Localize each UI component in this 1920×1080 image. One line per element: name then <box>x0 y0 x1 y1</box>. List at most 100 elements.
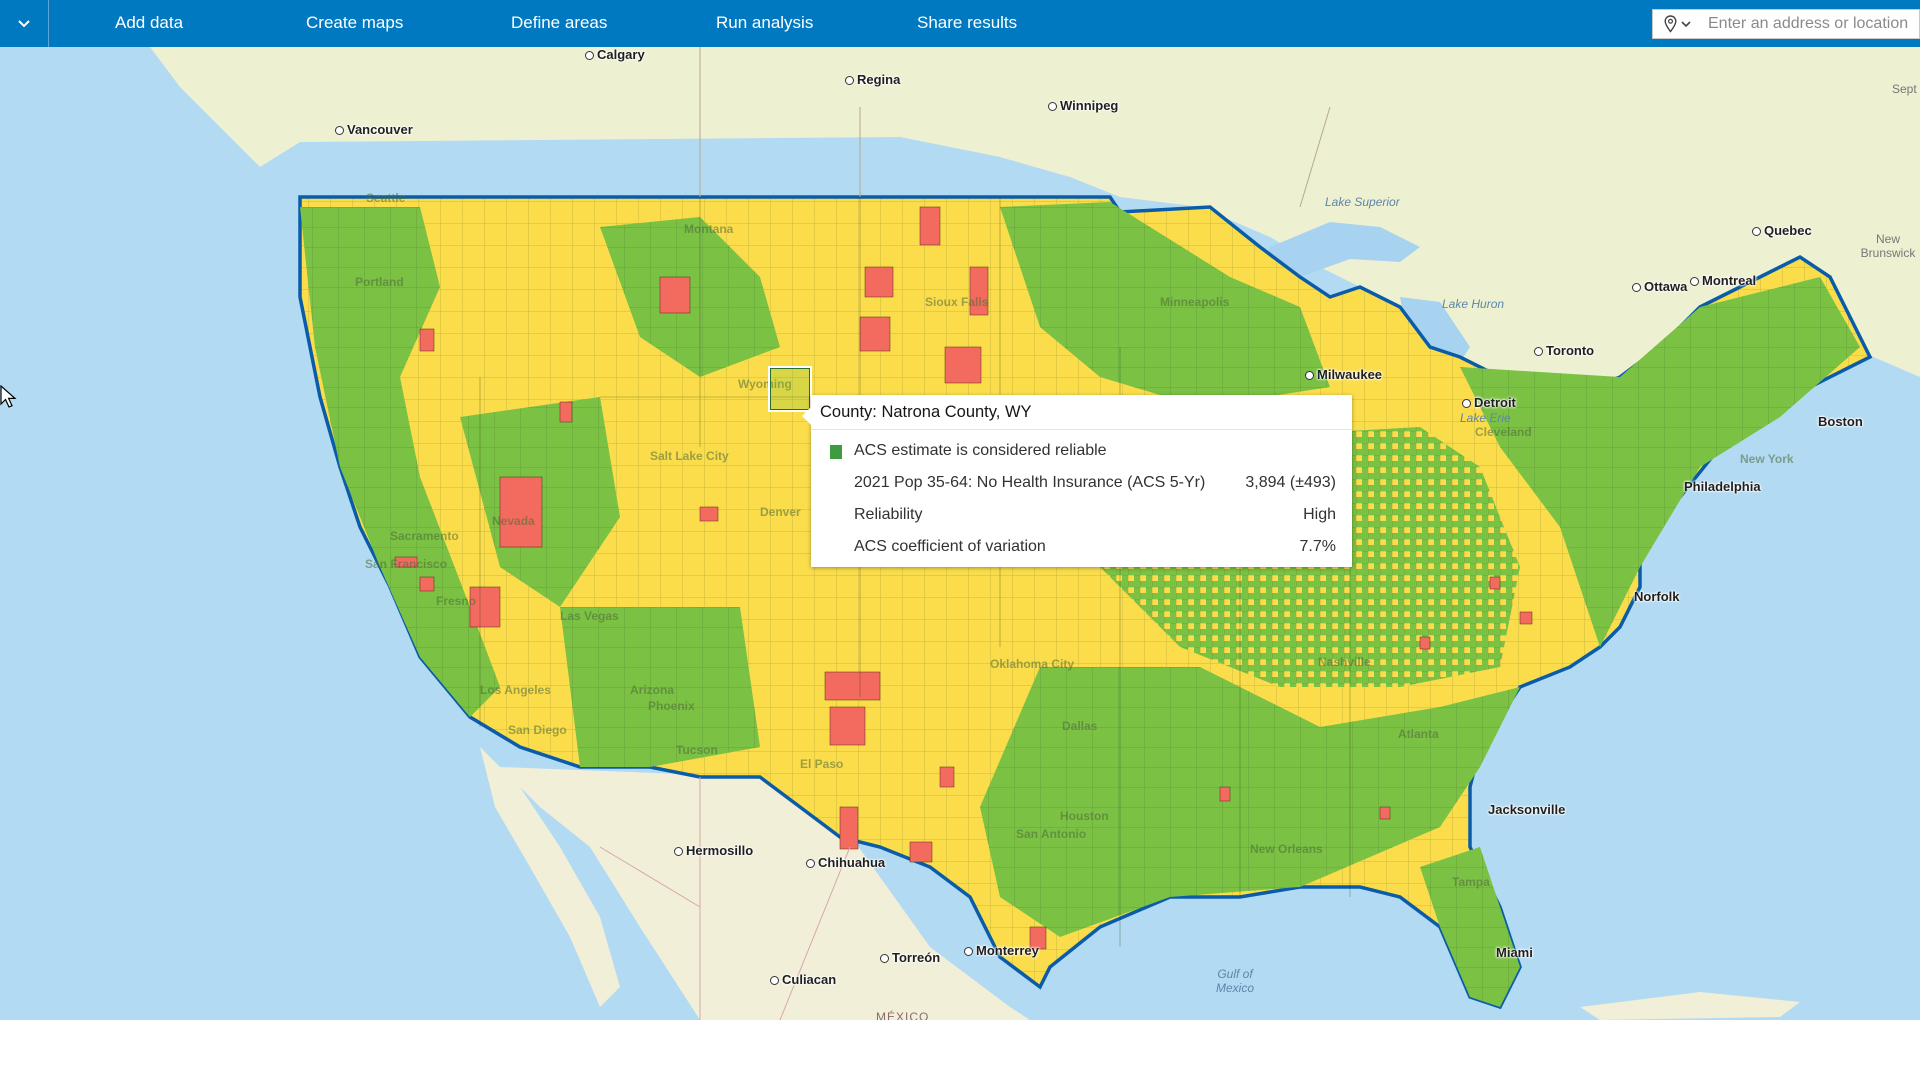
city-label: Montreal <box>1690 273 1756 288</box>
chevron-down-icon <box>18 19 30 27</box>
popup-field-row: 2021 Pop 35-64: No Health Insurance (ACS… <box>811 474 1352 498</box>
city-label: Fresno <box>436 594 477 608</box>
city-label: New York <box>1740 452 1794 466</box>
city-label: Culiacan <box>770 972 836 987</box>
popup-legend-label: ACS estimate is considered reliable <box>854 442 1107 459</box>
city-label: Seattle <box>366 191 406 205</box>
popup-title: County: Natrona County, WY <box>820 403 1032 421</box>
nav-share-results[interactable]: Share results <box>917 13 1018 32</box>
city-label: San Antonio <box>1016 827 1087 841</box>
region-label: Sept <box>1892 82 1917 96</box>
legend-swatch <box>830 445 842 459</box>
region-label: MÉXICO <box>876 1010 930 1020</box>
popup-field-row: ACS coefficient of variation 7.7% <box>811 538 1352 562</box>
top-toolbar: Add data Create maps Define areas Run an… <box>0 0 1920 47</box>
city-label: Vancouver <box>335 122 413 137</box>
city-label: Tucson <box>676 743 718 757</box>
city-label: Las Vegas <box>560 609 619 623</box>
city-label: Philadelphia <box>1684 479 1761 494</box>
popup-pointer <box>802 407 811 425</box>
city-label: Phoenix <box>648 699 695 713</box>
popup-divider <box>811 429 1352 430</box>
region-label: Nevada <box>492 514 535 528</box>
map-pin-icon <box>1663 15 1677 33</box>
cuba-land <box>1580 992 1800 1020</box>
city-label: Nashville <box>1318 655 1371 669</box>
canada-province-lines <box>699 47 1331 208</box>
city-label: Winnipeg <box>1048 98 1118 113</box>
region-label: Arizona <box>630 683 675 697</box>
city-label: Toronto <box>1534 343 1594 358</box>
popup-field-label: ACS coefficient of variation <box>854 538 1046 555</box>
lake-superior <box>1265 222 1420 277</box>
city-label: Jacksonville <box>1488 802 1566 817</box>
search-source-dropdown[interactable] <box>1653 10 1701 38</box>
upper-plains-green <box>1000 202 1330 407</box>
florida-green <box>1420 847 1520 1007</box>
mexico-land <box>500 767 1030 1020</box>
city-label: Ottawa <box>1632 279 1687 294</box>
chevron-down-icon <box>1680 20 1691 27</box>
region-label: Wyoming <box>738 377 792 391</box>
nav-create-maps[interactable]: Create maps <box>306 13 404 32</box>
city-label: Milwaukee <box>1305 367 1382 382</box>
feature-popup: County: Natrona County, WY ACS estimate … <box>802 395 1352 567</box>
city-label: Sacramento <box>390 529 459 543</box>
location-search <box>1652 9 1920 39</box>
east-green <box>1460 277 1860 647</box>
canada-land <box>150 47 1920 387</box>
city-label: Tampa <box>1452 875 1490 889</box>
water-label: Lake Erie <box>1460 411 1511 425</box>
popup-field-label: 2021 Pop 35-64: No Health Insurance (ACS… <box>854 474 1206 491</box>
selected-county-highlight <box>768 366 812 412</box>
city-label: Quebec <box>1752 223 1812 238</box>
city-label: Los Angeles <box>480 683 551 697</box>
city-label: Detroit <box>1462 395 1516 410</box>
menu-toggle-button[interactable] <box>0 0 49 47</box>
south-green <box>980 667 1520 937</box>
water-label: Lake Huron <box>1442 297 1505 311</box>
nav-define-areas[interactable]: Define areas <box>511 13 608 32</box>
nav-add-data[interactable]: Add data <box>115 13 184 32</box>
city-label: Salt Lake City <box>650 449 729 463</box>
city-label: Portland <box>355 275 404 289</box>
southwest-green <box>560 607 760 767</box>
popup-field-value: 3,894 (±493) <box>1245 474 1336 491</box>
popup-field-label: Reliability <box>854 506 923 523</box>
city-label: Cleveland <box>1475 425 1532 439</box>
city-label: Regina <box>845 72 900 87</box>
search-input[interactable] <box>1708 13 1920 35</box>
city-label: Monterrey <box>964 943 1039 958</box>
city-label: Hermosillo <box>674 843 753 858</box>
city-label: Minneapolis <box>1160 295 1230 309</box>
mexico-state-lines <box>599 777 851 1020</box>
red-counties <box>394 206 1533 950</box>
popup-field-value: 7.7% <box>1299 538 1336 555</box>
city-label: San Francisco <box>365 557 448 571</box>
region-label: Sioux Falls <box>925 295 989 309</box>
city-label: El Paso <box>800 757 844 771</box>
city-label: New Orleans <box>1250 842 1323 856</box>
city-label: Torreón <box>880 950 940 965</box>
city-label: Miami <box>1496 945 1533 960</box>
popup-field-value: High <box>1303 506 1336 523</box>
city-label: Norfolk <box>1634 589 1680 604</box>
mouse-cursor-icon <box>0 385 17 408</box>
map-view[interactable]: Calgary Regina Winnipeg Vancouver Quebec… <box>0 47 1920 1020</box>
city-label: Dallas <box>1062 719 1098 733</box>
region-label: Montana <box>684 222 734 236</box>
region-label: New Brunswick <box>1860 232 1916 260</box>
west-coast-green <box>300 207 500 717</box>
city-label: San Diego <box>508 723 567 737</box>
city-label: Boston <box>1818 414 1863 429</box>
city-label: Calgary <box>585 47 645 62</box>
popup-field-row: Reliability High <box>811 506 1352 530</box>
city-label: Denver <box>760 505 801 519</box>
city-label: Oklahoma City <box>990 657 1075 671</box>
city-label: Houston <box>1060 809 1109 823</box>
nav-run-analysis[interactable]: Run analysis <box>716 13 814 32</box>
baja-land <box>480 747 620 1007</box>
popup-legend-row: ACS estimate is considered reliable <box>811 442 1352 466</box>
basemap-svg <box>150 47 1920 1020</box>
city-label: Chihuahua <box>806 855 885 870</box>
